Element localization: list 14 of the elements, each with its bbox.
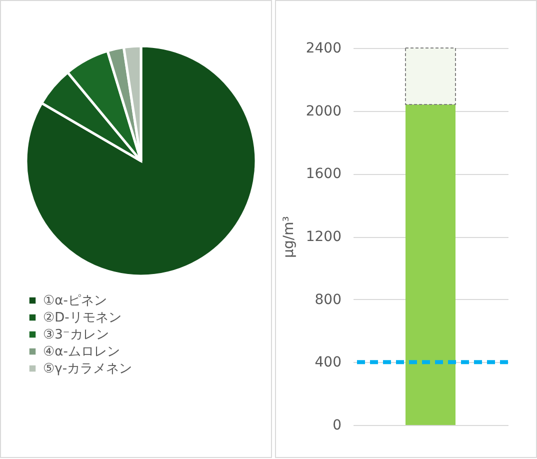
y-tick-label: 1200: [306, 229, 342, 245]
pie-slice: [24, 44, 258, 278]
y-tick-label: 1600: [306, 166, 342, 182]
legend-label: ②D-リモネン: [43, 310, 122, 326]
y-tick-label: 2000: [306, 103, 342, 120]
y-tick-label: 800: [314, 292, 342, 308]
legend-label: ③3⁻カレン: [43, 328, 109, 342]
y-tick-label: 400: [314, 354, 342, 371]
y-tick-label: 2400: [306, 40, 342, 56]
legend-label: ⑤γ-カラメネン: [43, 362, 132, 376]
y-tick-label: 0: [332, 418, 342, 434]
legend-label: ①α-ピネン: [43, 294, 107, 308]
y-axis-title: μg/m³: [280, 216, 297, 258]
legend-label: ④α-ムロレン: [43, 344, 120, 360]
